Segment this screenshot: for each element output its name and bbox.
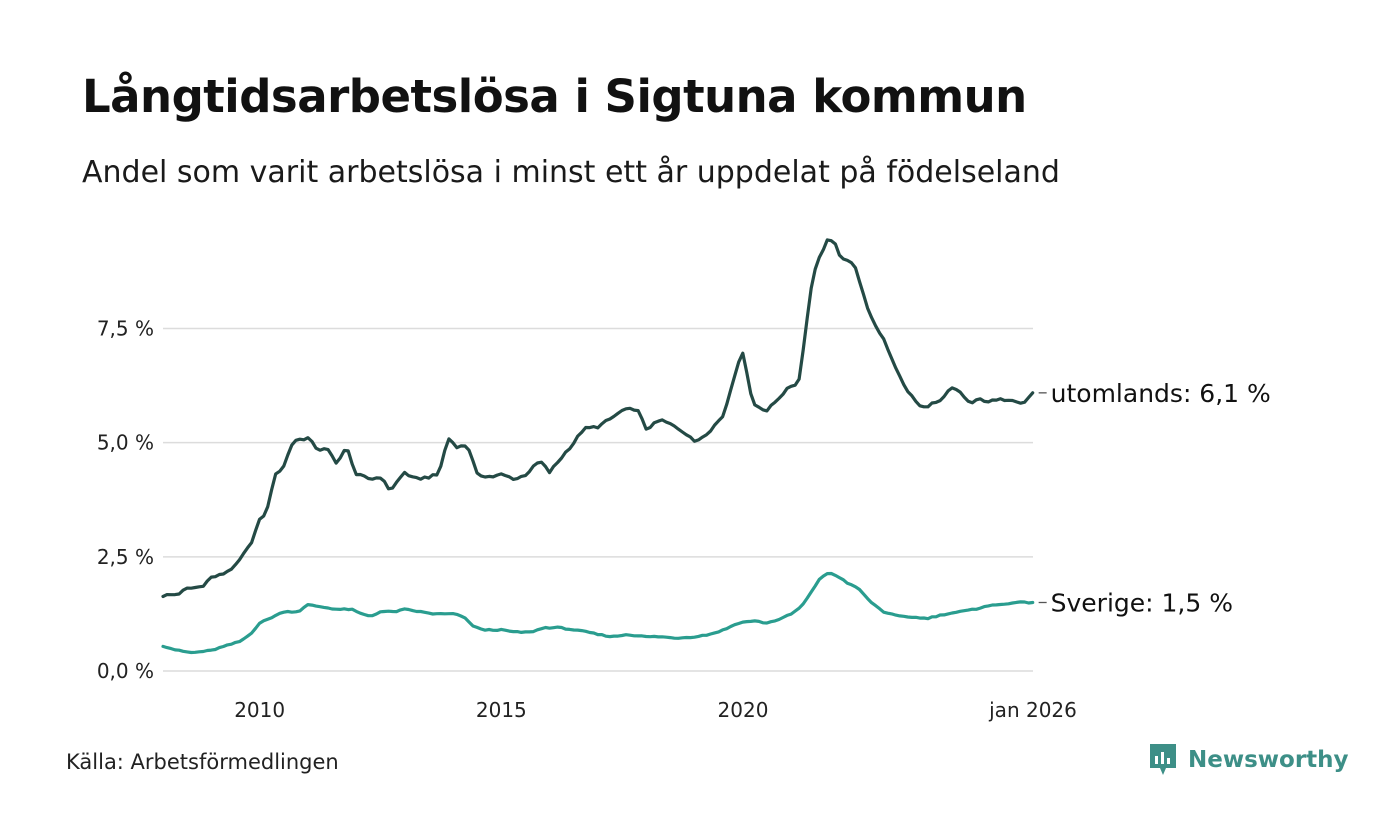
x-tick-label: 2010 (234, 698, 285, 722)
y-tick-label: 0,0 % (97, 659, 154, 683)
chart-title: Långtidsarbetslösa i Sigtuna kommun (82, 70, 1027, 123)
y-tick-label: 2,5 % (97, 545, 154, 569)
series-end-label: utomlands: 6,1 % (1051, 379, 1271, 408)
series-line-utomlands (161, 238, 1035, 599)
series-line-sverige (161, 571, 1035, 655)
series-end-label: Sverige: 1,5 % (1051, 589, 1233, 618)
y-tick-label: 7,5 % (97, 317, 154, 341)
source-note: Källa: Arbetsförmedlingen (66, 750, 339, 774)
newsworthy-logo-icon (1150, 744, 1176, 775)
brand-logo: Newsworthy (1148, 742, 1349, 778)
x-tick-label: 2015 (476, 698, 527, 722)
x-tick-label: 2020 (718, 698, 769, 722)
y-tick-label: 5,0 % (97, 431, 154, 455)
brand-name: Newsworthy (1188, 747, 1349, 773)
chart-subtitle: Andel som varit arbetslösa i minst ett å… (82, 155, 1060, 190)
x-tick-label: jan 2026 (988, 698, 1077, 722)
